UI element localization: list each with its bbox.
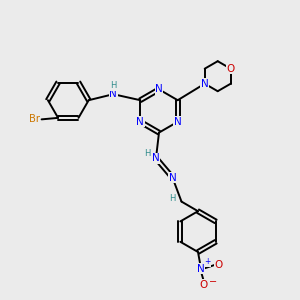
Text: Br: Br bbox=[28, 114, 40, 124]
Text: N: N bbox=[169, 172, 176, 183]
Text: N: N bbox=[174, 117, 182, 127]
Text: N: N bbox=[152, 153, 160, 163]
Text: N: N bbox=[201, 79, 208, 89]
Text: N: N bbox=[136, 117, 144, 127]
Text: N: N bbox=[197, 263, 205, 274]
Text: O: O bbox=[214, 260, 223, 270]
Text: −: − bbox=[209, 277, 217, 287]
Text: H: H bbox=[169, 194, 175, 203]
Text: H: H bbox=[110, 81, 116, 90]
Text: H: H bbox=[144, 149, 150, 158]
Text: O: O bbox=[200, 280, 208, 290]
Text: N: N bbox=[155, 84, 163, 94]
Text: +: + bbox=[204, 257, 211, 266]
Text: O: O bbox=[226, 64, 235, 74]
Text: N: N bbox=[110, 89, 117, 99]
